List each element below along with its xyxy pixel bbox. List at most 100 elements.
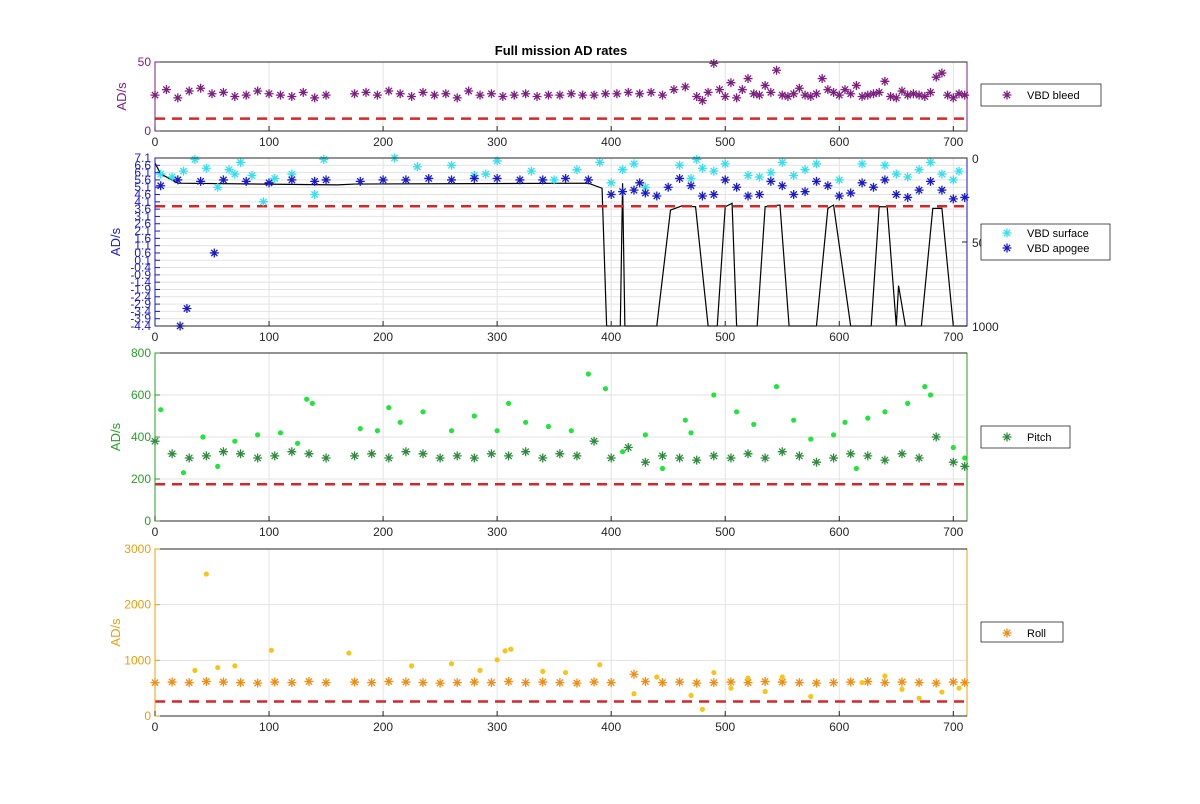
data-point <box>504 676 514 686</box>
data-point <box>699 706 706 712</box>
data-point <box>173 93 183 103</box>
data-point <box>631 691 637 697</box>
data-point <box>800 187 810 197</box>
data-point <box>264 89 274 99</box>
data-point <box>908 89 918 99</box>
data-point <box>842 419 848 425</box>
x-tick-label: 500 <box>715 135 735 149</box>
data-point <box>230 92 240 101</box>
data-point <box>789 89 799 99</box>
data-point <box>555 678 565 688</box>
data-point <box>218 175 228 185</box>
data-point <box>486 678 496 688</box>
data-point <box>321 90 331 100</box>
data-point <box>600 89 610 99</box>
y-tick-label: -1.4 <box>130 275 151 289</box>
data-point <box>732 93 742 103</box>
data-point <box>232 663 238 669</box>
data-point <box>808 693 814 700</box>
y-tick-label: 400 <box>131 430 151 444</box>
data-point <box>914 90 924 100</box>
data-point <box>811 176 821 186</box>
data-point <box>612 89 622 99</box>
panel-4: 0 100 200 300 400 500 600 700 0 1000 2000 3000 AD/s R… <box>108 542 1064 734</box>
x-tick-label: 600 <box>829 135 849 149</box>
data-point <box>720 159 730 169</box>
data-point <box>196 176 206 186</box>
data-point <box>236 157 246 167</box>
data-point <box>954 166 964 176</box>
data-point <box>880 455 890 465</box>
data-point <box>882 673 888 679</box>
data-point <box>658 451 667 461</box>
data-point <box>562 669 569 676</box>
data-point <box>475 90 485 100</box>
data-point <box>688 430 694 436</box>
data-point <box>931 432 941 442</box>
data-point <box>321 453 331 463</box>
x-tick-label: 400 <box>601 525 621 539</box>
data-point <box>789 171 799 181</box>
data-point <box>914 185 924 195</box>
data-point <box>760 80 770 90</box>
data-point <box>937 169 947 179</box>
data-point <box>236 449 246 459</box>
data-point <box>618 165 628 175</box>
y2-tick-label: 0 <box>972 152 979 166</box>
legend: VBD surface VBD apogee <box>980 223 1111 261</box>
data-point <box>173 175 183 185</box>
data-point <box>960 678 970 688</box>
data-point <box>589 90 599 100</box>
data-point <box>960 192 970 202</box>
data-point <box>184 453 194 463</box>
data-point <box>509 90 519 100</box>
data-point <box>505 400 512 406</box>
data-point <box>492 173 502 183</box>
data-point <box>829 453 839 463</box>
y-tick-label: -0.4 <box>130 261 151 275</box>
data-point <box>572 165 582 175</box>
data-point <box>508 646 514 652</box>
data-point <box>469 453 479 463</box>
legend-marker-icon <box>1002 228 1012 238</box>
data-point <box>232 438 238 444</box>
y-tick-label: 0.1 <box>134 253 151 267</box>
x-tick-label: 400 <box>601 330 621 344</box>
legend: VBD bleed <box>980 83 1102 107</box>
legend-label: Pitch <box>1027 432 1051 444</box>
series-2 <box>156 173 970 331</box>
data-point <box>891 169 901 179</box>
data-point <box>253 86 263 96</box>
figure-title: Full mission AD rates <box>495 43 627 58</box>
data-point <box>619 449 626 455</box>
data-point <box>374 428 380 434</box>
x-tick-label: 500 <box>715 330 735 344</box>
y-tick-label: 2.6 <box>134 217 151 231</box>
data-point <box>754 90 764 100</box>
data-point <box>777 181 787 191</box>
data-point <box>545 423 552 430</box>
data-point <box>916 695 922 701</box>
legend-label: VBD apogee <box>1027 243 1089 255</box>
data-point <box>846 677 856 687</box>
data-point <box>275 90 285 100</box>
x-tick-label: 200 <box>373 135 393 149</box>
data-point <box>606 190 616 200</box>
data-point <box>184 678 194 688</box>
data-point <box>618 187 628 197</box>
data-point <box>711 669 717 676</box>
legend-label: Roll <box>1027 628 1046 640</box>
data-point <box>880 160 890 170</box>
legend-box <box>980 425 1071 449</box>
data-point <box>686 181 696 191</box>
data-point <box>486 449 496 459</box>
data-point <box>578 90 588 100</box>
data-point <box>675 160 685 170</box>
data-point <box>931 678 941 688</box>
data-point <box>709 190 719 200</box>
data-point <box>218 87 228 97</box>
data-point <box>606 678 616 688</box>
data-point <box>294 440 301 446</box>
data-point <box>863 90 873 100</box>
y-tick-label: 6.6 <box>134 158 151 172</box>
